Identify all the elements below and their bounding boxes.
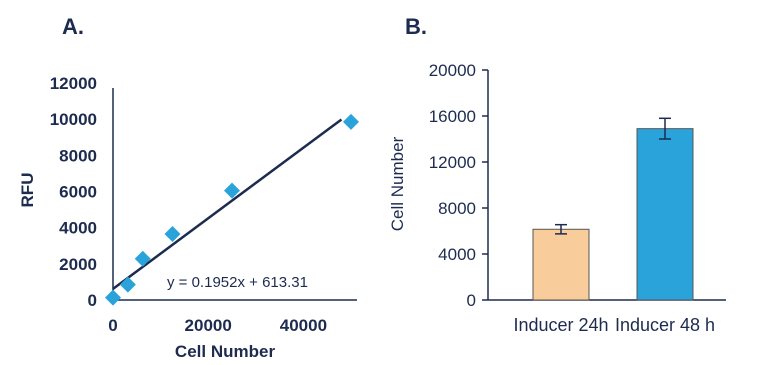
- chart-a-y-tick: 10000: [50, 110, 97, 129]
- chart-b-categories: Inducer 24h Inducer 48 h: [513, 315, 715, 335]
- chart-a: A. 0 2000 4000 6000 8000 10000 12000 0 20000 400…: [18, 14, 359, 361]
- panel-a-label: A.: [62, 14, 84, 39]
- chart-b-y-tick: 0: [467, 291, 476, 310]
- chart-a-y-tick: 8000: [59, 146, 97, 165]
- chart-a-x-tick: 40000: [280, 316, 327, 335]
- chart-a-x-tick: 20000: [185, 316, 232, 335]
- chart-a-y-tick: 4000: [59, 219, 97, 238]
- chart-b-bar: [636, 128, 694, 301]
- chart-a-points: [105, 113, 359, 306]
- chart-b-bars: [532, 117, 694, 301]
- chart-a-x-label: Cell Number: [175, 342, 276, 361]
- chart-b-y-label: Cell Number: [388, 136, 407, 231]
- chart-b-bar: [532, 228, 590, 301]
- chart-a-y-tick: 2000: [59, 255, 97, 274]
- panel-b-label: B.: [405, 14, 427, 39]
- chart-b-y-tick: 20000: [429, 61, 476, 80]
- chart-a-x-tick: 0: [108, 316, 117, 335]
- chart-a-trendline: [112, 118, 343, 290]
- chart-a-data-point: [119, 276, 136, 293]
- chart-a-equation: y = 0.1952x + 613.31: [167, 274, 308, 291]
- chart-a-data-point: [224, 182, 240, 199]
- chart-b-y-tick: 4000: [438, 245, 476, 264]
- chart-a-y-label: RFU: [18, 173, 37, 208]
- chart-a-x-ticks: 0 20000 40000: [108, 316, 327, 335]
- chart-a-data-point: [343, 113, 359, 130]
- chart-b-y-tick: 12000: [429, 153, 476, 172]
- chart-b-category-label: Inducer 48 h: [615, 315, 715, 335]
- chart-a-y-ticks: 0 2000 4000 6000 8000 10000 12000: [50, 74, 97, 310]
- chart-a-y-tick: 6000: [59, 183, 97, 202]
- chart-b-y-tick: 8000: [438, 199, 476, 218]
- chart-b-y-ticks: 0 4000 8000 12000 16000 20000: [429, 61, 488, 310]
- chart-b-category-label: Inducer 24h: [513, 315, 608, 335]
- chart-b-y-tick: 16000: [429, 107, 476, 126]
- chart-a-data-point: [105, 289, 121, 306]
- chart-a-y-tick: 12000: [50, 74, 97, 93]
- chart-a-data-point: [134, 250, 151, 267]
- chart-a-data-point: [164, 225, 181, 242]
- chart-a-y-tick: 0: [88, 291, 97, 310]
